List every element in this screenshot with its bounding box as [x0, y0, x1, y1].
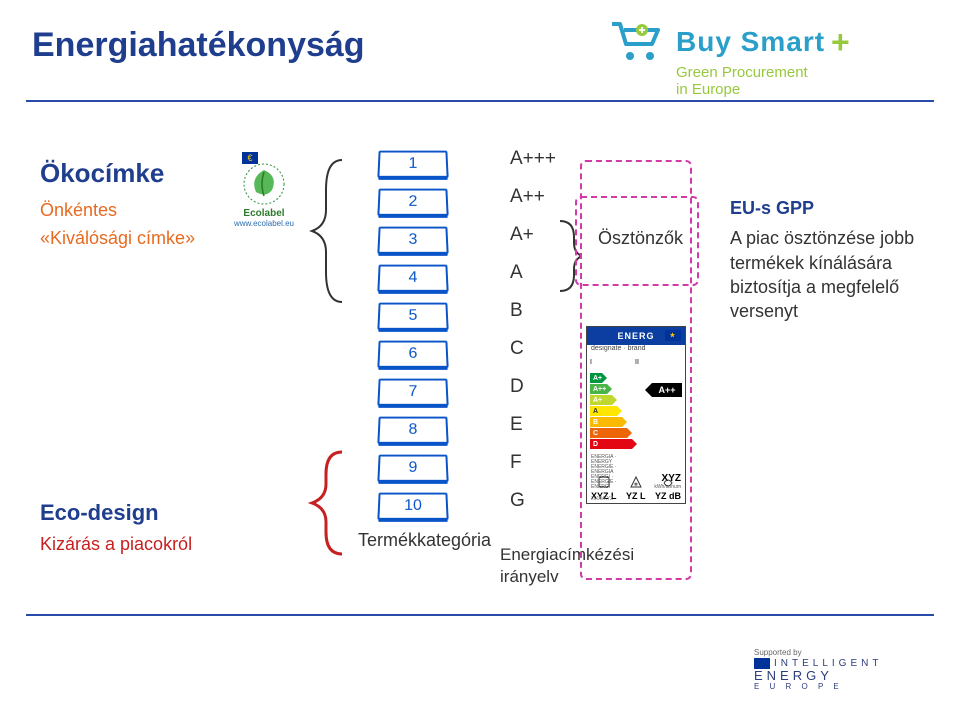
svg-text:❄: ❄: [634, 482, 638, 488]
energy-arrow: A+: [590, 395, 648, 405]
product-box: 1: [377, 151, 448, 178]
energy-arrow: A+++: [590, 373, 648, 383]
iee-europe: E U R O P E: [754, 683, 926, 692]
eu-energy-label: ENERG ★ designate · brand I II A+++A++A+…: [586, 326, 686, 504]
energy-class: E: [510, 414, 560, 452]
gpp-block: EU-s GPP A piac ösztönzése jobb termékek…: [730, 196, 924, 323]
buysmart-logo: Buy Smart + Green Procurement in Europe: [606, 18, 926, 99]
slide: Energiahatékonyság Buy Smart + Green Pro…: [0, 0, 960, 706]
energy-label-header: ENERG ★: [587, 327, 685, 345]
energy-arrow: C: [590, 428, 648, 438]
rule-top: [26, 100, 934, 102]
iee-footer-logo: Supported by INTELLIGENT ENERGY E U R O …: [754, 649, 926, 692]
eu-flag-icon: ★: [665, 330, 681, 341]
ecolabel-url: www.ecolabel.eu: [232, 219, 296, 228]
ecolabel-heading: Ökocímke: [40, 158, 164, 189]
svg-text:€: €: [247, 153, 252, 163]
product-box: 3: [377, 227, 448, 254]
energy-class: A+++: [510, 148, 560, 186]
energy-arrows: A+++A++A+ABCD: [590, 373, 648, 450]
brace-bottom: [308, 448, 346, 558]
energy-arrow: A++: [590, 384, 648, 394]
energy-class: F: [510, 452, 560, 490]
incentive-label: Ösztönzők: [598, 228, 683, 249]
energy-arrow: B: [590, 417, 648, 427]
ecodesign-sub: Kizárás a piacokról: [40, 534, 192, 555]
product-box: 5: [377, 303, 448, 330]
energy-arrow: A: [590, 406, 648, 416]
energy-class: G: [510, 490, 560, 528]
product-column: 1 2 3 4 5 6 7 8 9 10 Termékkategória: [358, 150, 468, 551]
energy-class: C: [510, 338, 560, 376]
energy-arrow: D: [590, 439, 648, 449]
energy-indicator: A++: [652, 383, 682, 397]
energy-label-subheader: designate · brand: [587, 345, 685, 355]
brace-top: [308, 156, 346, 306]
roman-left: I: [590, 359, 592, 366]
plus-icon: +: [831, 24, 850, 61]
energy-class: A: [510, 262, 560, 300]
ecolabel-sub1: Önkéntes: [40, 200, 117, 221]
cart-icon: [606, 18, 666, 66]
eu-ecolabel-badge: € Ecolabel www.ecolabel.eu: [232, 150, 296, 226]
product-box: 4: [377, 265, 448, 292]
buysmart-text: Buy Smart: [676, 26, 825, 58]
gpp-heading: EU-s GPP: [730, 196, 924, 220]
product-box: 2: [377, 189, 448, 216]
iee-energy: ENERGY: [754, 669, 926, 683]
energy-class: A+: [510, 224, 560, 262]
energy-class-column: A+++A++A+ABCDEFG: [510, 148, 560, 528]
rule-bottom: [26, 614, 934, 616]
energy-class: D: [510, 376, 560, 414]
iee-supported: Supported by: [754, 649, 926, 658]
ecolabel-sub2: «Kiválósági címke»: [40, 228, 195, 249]
energy-class: A++: [510, 186, 560, 224]
product-box: 8: [377, 417, 448, 444]
product-caption: Termékkategória: [358, 530, 468, 551]
buysmart-sub: Green Procurement in Europe: [676, 64, 926, 99]
roman-right: II: [635, 359, 639, 366]
product-box: 7: [377, 379, 448, 406]
ecolabel-text: Ecolabel: [232, 208, 296, 219]
product-box: 10: [377, 493, 448, 520]
gpp-body: A piac ösztönzése jobb termékek kínálásá…: [730, 226, 924, 323]
page-title: Energiahatékonyság: [32, 26, 365, 65]
energy-pid: 2010/XYZ: [591, 496, 613, 502]
product-box: 9: [377, 455, 448, 482]
ecodesign-heading: Eco-design: [40, 500, 159, 526]
product-box: 6: [377, 341, 448, 368]
energy-class: B: [510, 300, 560, 338]
